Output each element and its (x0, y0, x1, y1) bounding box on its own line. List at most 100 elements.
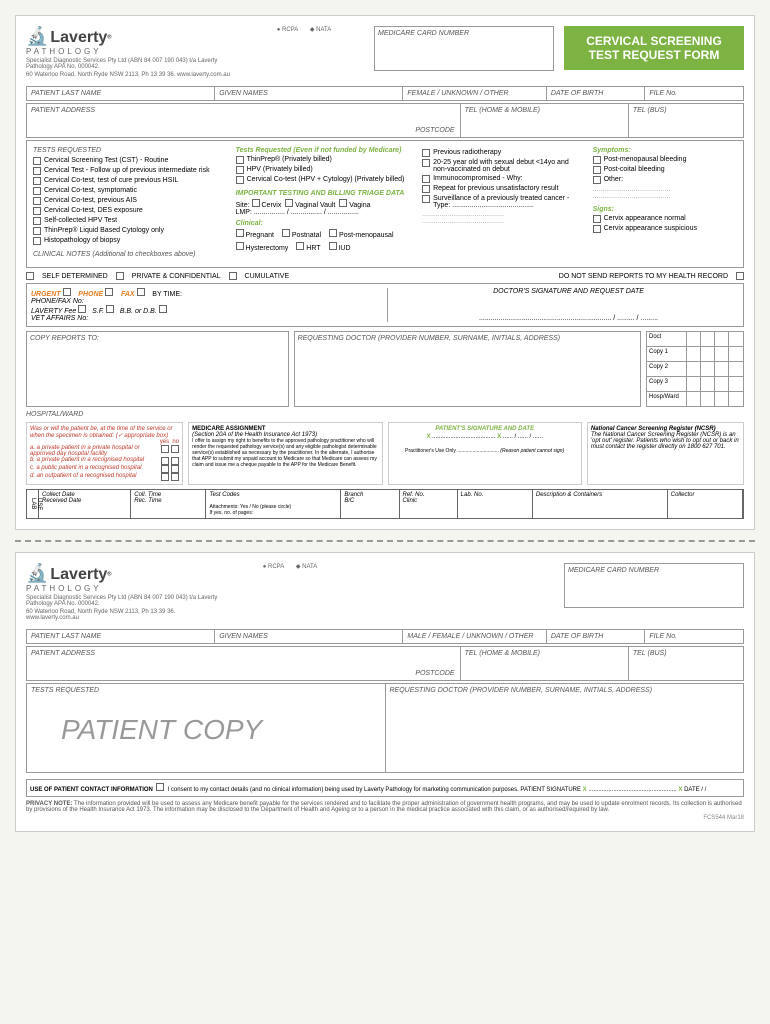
logo-area: 🔬 Laverty® PATHOLOGY Specialist Diagnost… (26, 26, 234, 78)
history-col: Previous radiotherapy 20-25 year old with… (422, 147, 582, 261)
sf-cb[interactable] (106, 305, 114, 313)
test-codes[interactable]: Test Codes Attachments: Yes / No (please… (206, 490, 341, 518)
checkbox-item[interactable]: ThinPrep® (Privately billed) (236, 156, 413, 164)
gender-field[interactable]: FEMALE / UNKNOWN / OTHER (403, 87, 546, 100)
checkbox-item[interactable]: Previous radiotherapy (422, 149, 582, 157)
contact-consent-box: USE OF PATIENT CONTACT INFORMATION I con… (26, 779, 744, 797)
checkbox-item[interactable]: Repeat for previous unsatisfactory resul… (422, 185, 582, 193)
phone-label: PHONE (78, 291, 103, 298)
patient-row2-bottom: PATIENT ADDRESS POSTCODE TEL (HOME & MOB… (26, 646, 744, 681)
bb-cb[interactable] (159, 305, 167, 313)
lab-use-row: LABUSE Collect Date Received Date Coll. … (26, 489, 744, 519)
medicare-box-bottom[interactable]: MEDICARE CARD NUMBER (564, 563, 744, 608)
coll-time[interactable]: Coll. Time Rec. Time (131, 490, 206, 518)
checkbox-item[interactable]: Cervical Co-test, previous AIS (33, 197, 226, 205)
last-name-field[interactable]: PATIENT LAST NAME (27, 87, 215, 100)
checkbox-item[interactable]: Post-coital bleeding (593, 166, 737, 174)
tear-line (15, 540, 755, 542)
symptoms-title: Symptoms: (593, 147, 737, 154)
doc-sig-label: DOCTOR'S SIGNATURE AND REQUEST DATE (398, 288, 739, 295)
checkbox-item[interactable]: Cervix appearance normal (593, 215, 737, 223)
header-bottom: 🔬 Laverty® PATHOLOGY Specialist Diagnost… (26, 563, 744, 621)
clinical-notes-label: CLINICAL NOTES (Additional to checkboxes… (33, 251, 226, 258)
checkbox-item[interactable]: Cervical Co-test, symptomatic (33, 187, 226, 195)
checkbox-item[interactable]: Cervical Co-test, DES exposure (33, 207, 226, 215)
urgent-cb[interactable] (63, 288, 71, 296)
medicare-box[interactable]: MEDICARE CARD NUMBER (374, 26, 554, 71)
no-send-cb[interactable] (736, 272, 744, 280)
checkbox-item[interactable]: ThinPrep® Liquid Based Cytology only (33, 227, 226, 235)
tests-col: TESTS REQUESTED Cervical Screening Test … (33, 147, 226, 261)
ncsr-box: National Cancer Screening Register (NCSR… (587, 422, 744, 485)
given-names-field[interactable]: GIVEN NAMES (215, 87, 403, 100)
dotted-line: ........................................ (593, 193, 737, 200)
patient-row1: PATIENT LAST NAME GIVEN NAMES FEMALE / U… (26, 86, 744, 101)
private-conf-cb[interactable] (116, 272, 124, 280)
form-bottom: 🔬 Laverty® PATHOLOGY Specialist Diagnost… (15, 552, 755, 832)
checkbox-item[interactable]: HPV (Privately billed) (236, 166, 413, 174)
desc-containers[interactable]: Description & Containers (533, 490, 668, 518)
spec-line1: Specialist Diagnostic Services Pty Ltd (… (26, 58, 234, 70)
brand-sub: PATHOLOGY (26, 47, 234, 56)
address-field[interactable]: PATIENT ADDRESS POSTCODE (27, 104, 461, 137)
tel-bus-field[interactable]: TEL (BUS) (629, 104, 743, 137)
ref-no[interactable]: Ref. No. Clinic (400, 490, 458, 518)
checkbox-item[interactable]: Other: (593, 176, 737, 184)
collector[interactable]: Collector (668, 490, 743, 518)
dob-field[interactable]: DATE OF BIRTH (547, 87, 646, 100)
checkbox-item[interactable]: Immunocompromised - Why: (422, 175, 582, 183)
urgent-label: URGENT (31, 291, 61, 298)
checkbox-item[interactable]: Cervical Co-test (HPV + Cytology) (Priva… (236, 176, 413, 184)
checkbox-item[interactable]: Cervical Screening Test (CST) - Routine (33, 157, 226, 165)
urgent-box: URGENT PHONE FAX BY TIME: PHONE/FAX No: … (26, 283, 744, 327)
form-title: CERVICAL SCREENING TEST REQUEST FORM (564, 26, 744, 70)
report-opts-row: SELF DETERMINED PRIVATE & CONFIDENTIAL C… (26, 272, 744, 280)
phone-fax-no[interactable]: PHONE/FAX No: (31, 298, 372, 305)
fax-label: FAX (121, 291, 135, 298)
copy-reports-row: COPY REPORTS TO: REQUESTING DOCTOR (PROV… (26, 331, 744, 407)
badge-rcpa: ● RCPA (277, 27, 299, 33)
checkbox-item[interactable]: Post-menopausal bleeding (593, 156, 737, 164)
branch[interactable]: Branch B/C (341, 490, 399, 518)
checkbox-item[interactable]: 20-25 year old with sexual debut <14yo a… (422, 159, 582, 173)
signature-section: Was or will the patient be, at the time … (26, 422, 744, 485)
vet-affairs[interactable]: VET AFFAIRS No: (31, 315, 372, 322)
fax-cb[interactable] (137, 288, 145, 296)
medicare-assign-box: MEDICARE ASSIGNMENT (Section 20A of the … (188, 422, 382, 485)
lab-use-label: LABUSE (27, 490, 39, 518)
cumulative-cb[interactable] (229, 272, 237, 280)
form-top: 🔬 Laverty® PATHOLOGY Specialist Diagnost… (15, 15, 755, 530)
private-title: Tests Requested (Even if not funded by M… (236, 147, 413, 154)
clinical-title: Clinical: (236, 220, 413, 227)
private-col: Tests Requested (Even if not funded by M… (236, 147, 413, 261)
phone-cb[interactable] (105, 288, 113, 296)
doc-sig-line[interactable]: ........................................… (398, 315, 739, 322)
logo-area: 🔬 Laverty® PATHOLOGY Specialist Diagnost… (26, 563, 220, 621)
checkbox-item[interactable]: Cervical Co-test, test of cure previous … (33, 177, 226, 185)
symptoms-col: Symptoms: Post-menopausal bleeding Post-c… (593, 147, 737, 261)
file-no-field[interactable]: FILE No. (645, 87, 743, 100)
collect-date[interactable]: Collect Date Received Date (39, 490, 131, 518)
hospital-ward-label: HOSPITAL/WARD (26, 411, 744, 418)
self-determined-cb[interactable] (26, 272, 34, 280)
urgent-right: DOCTOR'S SIGNATURE AND REQUEST DATE ....… (387, 288, 739, 322)
lab-no[interactable]: Lab. No. (458, 490, 533, 518)
checkbox-item[interactable]: Surveillance of a previously treated can… (422, 195, 582, 209)
fee-cb[interactable] (78, 305, 86, 313)
checkbox-item[interactable]: Histopathology of biopsy (33, 237, 226, 245)
tel-home-field[interactable]: TEL (HOME & MOBILE) (461, 104, 629, 137)
header: 🔬 Laverty® PATHOLOGY Specialist Diagnost… (26, 26, 744, 78)
tests-requested-bottom: TESTS REQUESTED PATIENT COPY REQUESTING … (26, 683, 744, 773)
checkbox-item[interactable]: Self-collected HPV Test (33, 217, 226, 225)
patient-type-box: Was or will the patient be, at the time … (26, 422, 183, 485)
consent-cb[interactable] (156, 783, 164, 791)
patient-sig-box[interactable]: PATIENT'S SIGNATURE AND DATE X .........… (388, 422, 582, 485)
dotted-line: ........................................ (593, 186, 737, 193)
checkbox-item[interactable]: Cervical Test - Follow up of previous in… (33, 167, 226, 175)
copy-reports-field[interactable]: COPY REPORTS TO: (26, 331, 289, 407)
lmp-field[interactable]: LMP: ................ / ................… (236, 209, 413, 216)
laverty-fee-row: LAVERTY Fee S.F. B.B. or D.B. (31, 305, 372, 315)
checkbox-item[interactable]: Cervix appearance suspicious (593, 225, 737, 233)
requesting-doc-field[interactable]: REQUESTING DOCTOR (PROVIDER NUMBER, SURN… (294, 331, 641, 407)
badge-nata: ◆ NATA (310, 26, 331, 33)
